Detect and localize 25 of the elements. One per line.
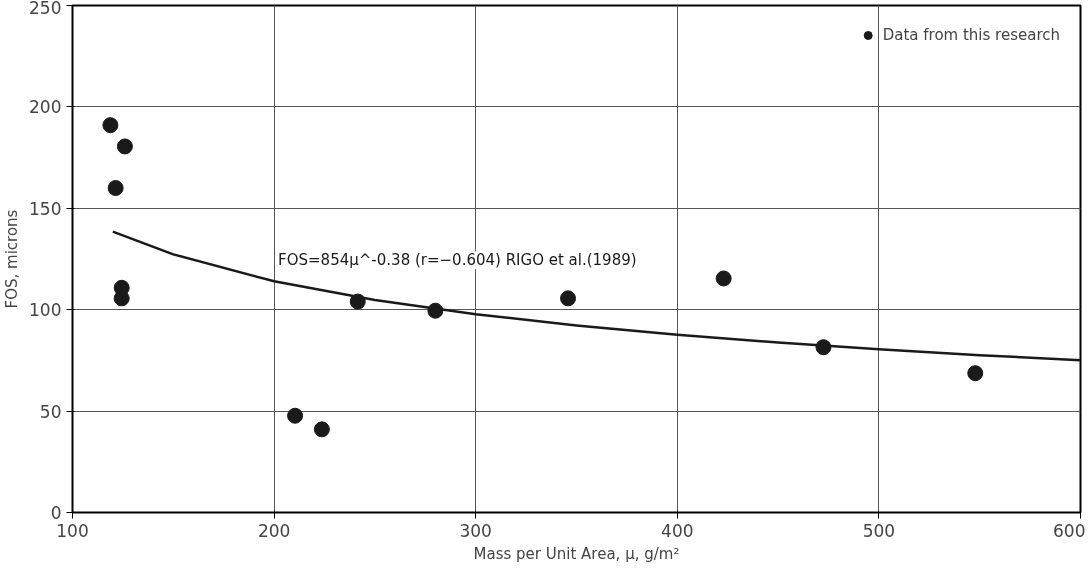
legend-label: Data from this research bbox=[882, 26, 1060, 44]
y-tick-label: 50 bbox=[39, 401, 62, 422]
point bbox=[967, 365, 984, 382]
y-tick-label: 250 bbox=[29, 0, 62, 18]
series-label: FOS=854μ^-0.38 (r=−0.604) RIGO et al.(1989) bbox=[278, 251, 637, 270]
x-tick-label: 400 bbox=[661, 520, 694, 541]
x-axis-title: Mass per Unit Area, μ, g/m² bbox=[473, 544, 680, 563]
y-tick-label: 200 bbox=[29, 97, 62, 118]
point bbox=[116, 138, 133, 155]
point bbox=[102, 117, 119, 134]
point bbox=[715, 270, 732, 287]
line-series bbox=[111, 230, 1081, 362]
y-tick-label: 100 bbox=[29, 300, 62, 321]
point bbox=[313, 421, 330, 438]
point bbox=[107, 180, 124, 197]
point bbox=[560, 290, 577, 307]
x-tick-label: 600 bbox=[1053, 520, 1086, 541]
point bbox=[287, 407, 304, 424]
x-tick-label: 200 bbox=[257, 520, 291, 541]
x-tick-label: 300 bbox=[459, 520, 492, 541]
x-tick-label: 100 bbox=[56, 520, 89, 541]
y-tick-label: 0 bbox=[50, 503, 62, 523]
y-tick-label: 150 bbox=[29, 198, 62, 219]
y-axis-title: FOS, microns bbox=[3, 209, 22, 309]
x-tick-label: 500 bbox=[862, 520, 896, 541]
